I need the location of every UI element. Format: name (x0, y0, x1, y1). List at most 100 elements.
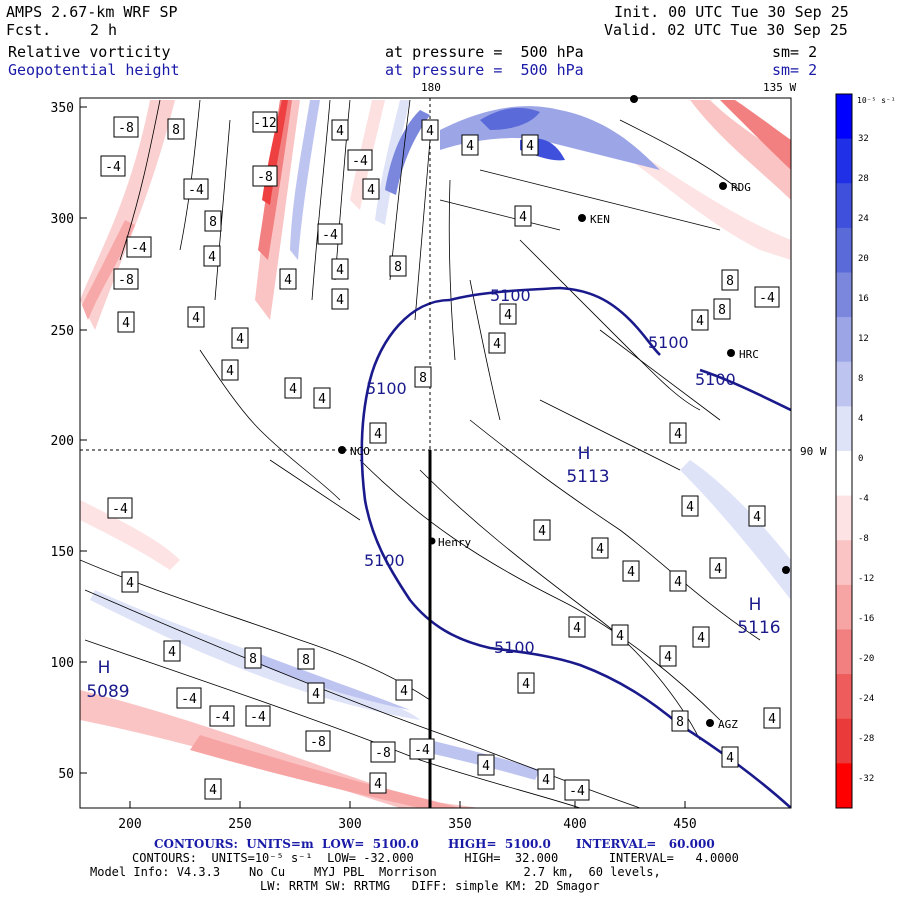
plot-frame (79, 97, 792, 809)
vorticity-label-box (713, 298, 731, 320)
vorticity-label: 4 (616, 629, 624, 644)
vorticity-label: 4 (596, 542, 604, 557)
high-marker: H (98, 658, 111, 678)
vorticity-label-box (591, 537, 609, 559)
vorticity-label-box (203, 245, 221, 267)
vorticity-value-boxes: -8 8 -124 4-4-4-84 48-4-4-84-444444444844844… (100, 111, 781, 801)
y-tick-label: 300 (51, 212, 74, 227)
vorticity-label: -4 (414, 743, 430, 758)
station-label-nco: NCO (350, 445, 370, 458)
vorticity-label-box (297, 648, 315, 670)
vorticity-contours (80, 99, 761, 808)
lat-label-90w: 90 W (800, 445, 827, 458)
vorticity-label: 4 (336, 263, 344, 278)
colorbar-label: 12 (858, 334, 869, 344)
station-label-henry: Henry (438, 536, 471, 549)
station-marker-ken (578, 214, 586, 222)
vorticity-label: 4 (466, 139, 474, 154)
vorticity-label: 8 (172, 123, 180, 138)
vorticity-label: 4 (542, 773, 550, 788)
vorticity-label: 8 (718, 303, 726, 318)
vorticity-label-box (209, 705, 235, 727)
vorticity-label-box (176, 687, 202, 709)
footer-vorticity-contours: CONTOURS: UNITS=10⁻⁵ s⁻¹ LOW= -32.000 HI… (132, 851, 739, 865)
vorticity-label-box (681, 495, 699, 517)
colorbar-segment (836, 361, 852, 407)
vorticity-label: 4 (674, 575, 682, 590)
field-vorticity: Relative vorticity (8, 43, 171, 61)
vorticity-label-box (622, 560, 640, 582)
y-tick-label: 200 (51, 434, 74, 449)
forecast-label: Fcst. (6, 21, 52, 39)
station-marker-agz (706, 719, 714, 727)
vorticity-label-box (499, 303, 517, 325)
vorticity-label-box (347, 149, 373, 171)
vorticity-label-box (284, 377, 302, 399)
vorticity-label-box (389, 255, 407, 277)
vorticity-label: 4 (209, 783, 217, 798)
colorbar-segment (836, 272, 852, 318)
colorbar-label: -4 (858, 494, 869, 504)
vorticity-label-box (307, 682, 325, 704)
station-marker-nco (338, 446, 346, 454)
vorticity-label: 4 (519, 210, 527, 225)
vorticity-label-box (763, 707, 781, 729)
vorticity-label: 4 (768, 712, 776, 727)
field-height: Geopotential height (8, 61, 180, 79)
vorticity-label: -8 (375, 746, 391, 761)
colorbar-label: -8 (858, 534, 869, 544)
vorticity-label-box (709, 557, 727, 579)
vorticity-label-box (117, 311, 135, 333)
vorticity-label-box (121, 571, 139, 593)
height-label: 5100 (648, 333, 689, 352)
vorticity-label: 4 (126, 576, 134, 591)
colorbar-label: 20 (858, 254, 869, 264)
vorticity-label-box (691, 309, 709, 331)
vorticity-label: -4 (181, 692, 197, 707)
colorbar-frame (835, 93, 853, 809)
lon-label-180: 180 (421, 81, 441, 94)
vorticity-label-box (754, 286, 780, 308)
vorticity-label: 4 (192, 311, 200, 326)
vorticity-label-box (187, 306, 205, 328)
vorticity-label-box (564, 779, 590, 801)
colorbar-label: 4 (858, 414, 863, 424)
vorticity-label-box (244, 647, 262, 669)
colorbar-label: 16 (858, 294, 869, 304)
vorticity-label: -4 (112, 502, 128, 517)
high-value: 5089 (86, 682, 129, 702)
vorticity-label: -8 (310, 735, 326, 750)
vorticity-label-box (414, 366, 432, 388)
vorticity-label-box (369, 772, 387, 794)
vorticity-label-box (113, 268, 139, 290)
vorticity-label-box (231, 327, 249, 349)
high-marker: H (749, 595, 762, 615)
colorbar-segment (836, 94, 852, 140)
forecast-value: 2 h (90, 21, 118, 39)
vorticity-label: -4 (131, 241, 147, 256)
vorticity-label-box (252, 165, 278, 187)
high-value: 5113 (566, 467, 609, 487)
valid-time: Valid. 02 UTC Tue 30 Sep 25 (604, 21, 848, 39)
vorticity-label: 8 (394, 260, 402, 275)
vorticity-label: 4 (526, 139, 534, 154)
colorbar-label: 0 (858, 454, 863, 464)
vorticity-label-box (477, 754, 495, 776)
vorticity-label: -8 (257, 170, 273, 185)
y-tick-marks (80, 106, 87, 774)
vorticity-label: -8 (118, 121, 134, 136)
vorticity-label: 4 (168, 645, 176, 660)
height-label: 5100 (695, 370, 736, 389)
y-tick-label: 50 (58, 767, 74, 782)
vorticity-label-box (107, 497, 133, 519)
vorticity-label-box (369, 422, 387, 444)
vorticity-label-box (113, 116, 139, 138)
colorbar-segment (836, 317, 852, 363)
vorticity-label-box (409, 738, 435, 760)
vorticity-label: 4 (726, 751, 734, 766)
colorbar-unit: 10⁻⁵ s⁻¹ (857, 96, 896, 105)
vorticity-label: 4 (504, 308, 512, 323)
y-tick-label: 250 (51, 324, 74, 339)
colorbar-segment (836, 138, 852, 184)
